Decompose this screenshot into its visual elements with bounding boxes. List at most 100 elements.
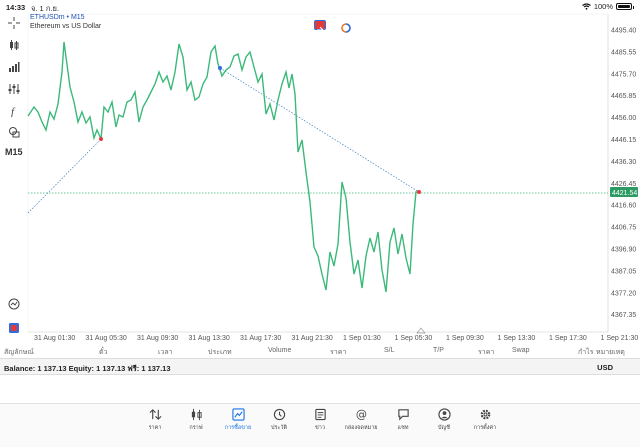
time-axis: 31 Aug 01:30 31 Aug 05:30 31 Aug 09:30 31 A… [34,335,638,342]
nav-label: กล่องจดหมาย [344,425,378,431]
col-time[interactable]: เวลา [158,349,173,356]
col-comment[interactable]: หมายเหตุ [596,349,625,356]
col-type[interactable]: ประเภท [208,349,232,356]
chart-type-tool[interactable] [6,37,22,53]
time-label: 31 Aug 13:30 [189,335,230,342]
battery-level [618,5,630,8]
time-label: 1 Sep 05:30 [395,335,433,342]
trade-marker-sell[interactable] [99,137,103,141]
col-ticket[interactable]: ตั๋ว [99,349,108,356]
battery-percent: 100% [593,2,613,11]
balance-row[interactable]: Balance: 1 137.13 Equity: 1 137.13 ฟรี: … [0,358,640,375]
account-currency: USD [597,363,613,372]
trendline-2[interactable] [219,67,420,193]
battery-icon [616,3,634,10]
price-label: 4485.55 [611,49,636,56]
one-click-trading-button[interactable] [314,20,326,34]
svg-text:f: f [11,106,16,117]
time-label: 1 Sep 13:30 [498,335,536,342]
balance-summary: Balance: 1 137.13 Equity: 1 137.13 ฟรี: … [4,364,171,373]
nav-history[interactable]: ประวัติ [259,408,299,432]
dom-icon [341,23,351,33]
col-profit[interactable]: กำไร [578,349,594,356]
time-label: 31 Aug 01:30 [34,335,75,342]
magnifier-chart-icon [8,298,20,310]
price-label: 4377.20 [611,290,636,297]
trendline-1[interactable] [27,138,102,214]
price-label: 4475.70 [611,71,636,78]
sliders-icon [8,84,20,94]
time-label: 1 Sep 21:30 [601,335,639,342]
trade-marker-buy[interactable] [218,66,222,70]
chart-area[interactable]: 4495.40 4485.55 4475.70 4465.85 4456.00 4446.… [0,12,640,345]
price-label: 4387.05 [611,268,636,275]
zoom-tool[interactable] [6,296,22,312]
symbol-description: Ethereum vs US Dollar [30,23,102,30]
price-label: 4396.90 [611,247,636,254]
volume-bars-icon [9,62,20,72]
function-tool[interactable]: f [6,103,22,119]
nav-settings[interactable]: การตั้งค่า [465,408,505,432]
col-volume[interactable]: Volume [268,347,292,354]
price-label: 4436.30 [611,159,636,166]
nav-label: ราคา [148,425,162,431]
objects-tool[interactable] [6,124,22,140]
account-icon [437,408,451,421]
depth-of-market-button[interactable] [340,20,352,33]
col-swap[interactable]: Swap [512,347,530,354]
nav-account[interactable]: บัญชี [424,408,464,432]
trade-table-header: สัญลักษณ์ ตั๋ว เวลา ประเภท Volume ราคา S… [0,345,640,359]
history-icon [273,408,285,421]
time-label: 31 Aug 09:30 [137,335,178,342]
nav-trade[interactable]: การซื้อขาย [218,408,258,432]
current-price-tag: 4421.54 [610,187,638,197]
col-sl[interactable]: S/L [384,347,395,354]
nav-chart[interactable]: กราฟ [176,408,216,432]
trade-icon [231,408,245,421]
time-label: 31 Aug 17:30 [240,335,281,342]
news-icon [314,408,326,421]
bottom-navigation: ราคา กราฟ การซื้อขาย ประวัติ ข่าว @ กล่อ… [0,403,640,447]
wifi-icon [581,3,591,10]
crosshair-icon [8,17,20,29]
scroll-marker-icon[interactable] [416,327,426,334]
price-label: 4465.85 [611,93,636,100]
status-bar: 14:33 จ. 1 ก.ย. 100% [0,0,640,14]
svg-text:4421.54: 4421.54 [612,190,637,197]
price-label: 4456.00 [611,115,636,122]
status-time: 14:33 [6,3,26,12]
nav-quotes[interactable]: ราคา [135,408,175,432]
settings-sliders-tool[interactable] [6,81,22,97]
price-label: 4367.35 [611,312,636,319]
indicators-tool[interactable] [6,59,22,75]
price-label: 4416.60 [611,203,636,210]
time-label: 1 Sep 09:30 [446,335,484,342]
col-symbol[interactable]: สัญลักษณ์ [4,349,34,356]
chat-icon [397,409,409,421]
left-toolbar: f M15 [0,14,28,344]
nav-mailbox[interactable]: @ กล่องจดหมาย [341,408,381,432]
time-label: 31 Aug 21:30 [292,335,333,342]
time-label: 1 Sep 01:30 [343,335,381,342]
one-click-tool[interactable] [6,320,22,336]
crosshair-tool[interactable] [6,15,22,31]
mailbox-icon: @ [355,408,366,421]
trade-marker-close[interactable] [417,190,421,194]
time-label: 31 Aug 05:30 [86,335,127,342]
price-label: 4495.40 [611,28,636,35]
col-price-current[interactable]: ราคา [478,349,495,356]
price-axis: 4495.40 4485.55 4475.70 4465.85 4456.00 4446.… [611,28,636,320]
symbol-title: ETHUSDm • M15 [30,14,85,21]
trade-panel-icon [9,323,19,333]
col-tp[interactable]: T/P [433,347,444,354]
col-price[interactable]: ราคา [330,349,347,356]
timeframe-button[interactable]: M15 [5,147,23,157]
price-label: 4446.15 [611,137,636,144]
nav-chat[interactable]: แชท [383,408,423,432]
nav-label: การซื้อขาย [224,425,252,431]
nav-news[interactable]: ข่าว [300,408,340,432]
shapes-icon [9,127,20,138]
price-chart[interactable]: 4495.40 4485.55 4475.70 4465.85 4456.00 4446.… [0,12,640,345]
nav-label: การตั้งค่า [473,425,497,431]
price-line [27,41,419,293]
